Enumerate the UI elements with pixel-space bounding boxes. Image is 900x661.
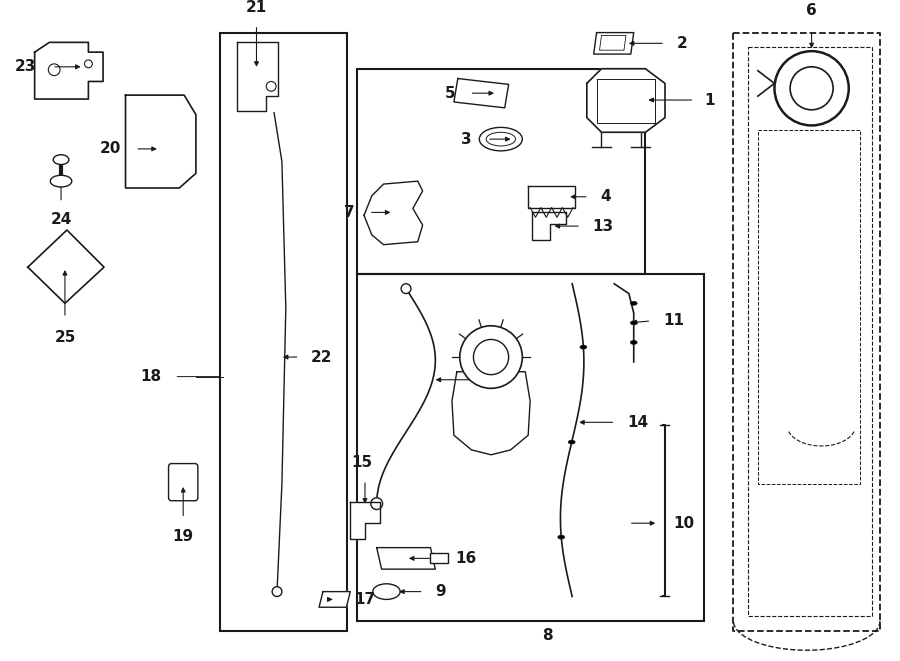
Text: 3: 3 [461,132,472,147]
Circle shape [401,284,411,293]
Text: 4: 4 [600,189,611,204]
Bar [430,553,448,563]
Ellipse shape [568,440,575,444]
Ellipse shape [373,584,400,600]
Text: 5: 5 [446,86,456,100]
Text: 7: 7 [344,205,355,220]
Circle shape [473,340,508,375]
Text: 17: 17 [355,592,375,607]
Circle shape [775,51,849,126]
Text: 23: 23 [15,59,37,74]
Text: 8: 8 [543,628,553,643]
Text: 25: 25 [54,330,76,344]
Bar [220,32,347,631]
Text: 14: 14 [627,415,648,430]
Ellipse shape [630,340,637,344]
Ellipse shape [480,128,522,151]
FancyBboxPatch shape [168,463,198,501]
Ellipse shape [558,535,564,539]
Text: 15: 15 [352,455,373,471]
Text: 6: 6 [806,3,817,18]
Polygon shape [454,79,508,108]
Polygon shape [377,547,436,569]
Circle shape [272,587,282,596]
Text: 12: 12 [483,372,505,387]
Polygon shape [237,42,278,111]
Text: 18: 18 [140,369,162,384]
Polygon shape [125,95,196,188]
Text: 9: 9 [436,584,446,599]
Polygon shape [452,371,530,455]
Polygon shape [350,502,380,539]
Polygon shape [532,212,566,240]
Polygon shape [28,230,104,303]
Polygon shape [528,186,575,208]
Polygon shape [319,592,350,607]
Circle shape [266,81,276,91]
Text: 11: 11 [663,313,684,329]
Text: 10: 10 [673,516,694,531]
Text: 16: 16 [454,551,476,566]
Circle shape [790,67,833,110]
Text: 19: 19 [173,529,194,544]
Polygon shape [364,181,423,245]
Text: 13: 13 [593,219,614,233]
Text: 1: 1 [704,93,715,108]
Circle shape [371,498,382,510]
Polygon shape [594,32,634,54]
Ellipse shape [630,321,637,325]
Circle shape [460,326,522,388]
Bar [357,69,645,274]
Text: 2: 2 [677,36,688,51]
Text: 20: 20 [99,141,121,157]
Ellipse shape [53,155,69,165]
Text: 24: 24 [50,212,72,227]
Polygon shape [587,69,665,132]
Ellipse shape [50,175,72,187]
Ellipse shape [580,345,587,349]
Ellipse shape [630,301,637,305]
Text: 22: 22 [311,350,333,365]
Polygon shape [34,42,104,99]
Text: 21: 21 [246,0,267,15]
Bar [357,274,704,621]
